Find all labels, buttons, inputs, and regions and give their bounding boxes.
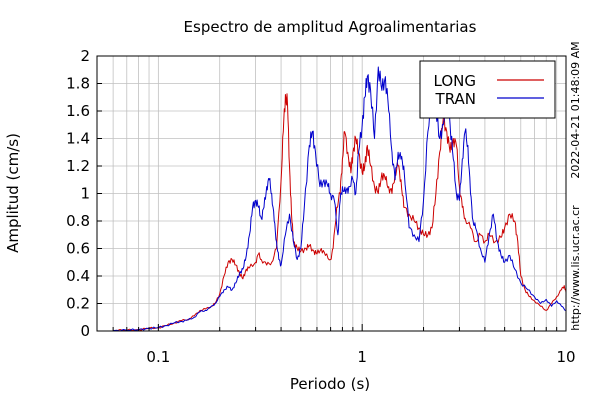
y-tick-label: 1.4 xyxy=(66,130,90,148)
legend-label-long: LONG xyxy=(434,72,476,90)
x-tick-label: 10 xyxy=(556,348,575,366)
axis-ticks: 0 0.2 0.4 0.6 0.8 1 1.2 1.4 1.6 1.8 2 0.1 1 10 xyxy=(66,47,575,366)
series-line-long xyxy=(113,93,567,332)
legend: LONG TRAN xyxy=(419,60,556,119)
x-tick-label: 0.1 xyxy=(146,348,170,366)
y-tick-label: 0.4 xyxy=(66,267,90,285)
y-tick-label: 1.2 xyxy=(66,157,90,175)
y-tick-label: 0.8 xyxy=(66,212,90,230)
source-url-label: http://www.lis.ucr.ac.cr xyxy=(569,205,582,331)
chart-title: Espectro de amplitud Agroalimentarias xyxy=(184,18,477,36)
y-tick-label: 2 xyxy=(80,47,90,65)
legend-box xyxy=(419,60,556,119)
series-line-tran xyxy=(113,66,567,332)
series-layer xyxy=(113,66,567,332)
x-tick-label: 1 xyxy=(357,348,367,366)
y-tick-label: 0 xyxy=(80,322,90,340)
legend-label-tran: TRAN xyxy=(435,90,476,108)
y-axis-label: Amplitud (cm/s) xyxy=(4,133,22,253)
y-tick-label: 0.2 xyxy=(66,295,90,313)
y-tick-label: 1.8 xyxy=(66,75,90,93)
timestamp-label: 2022-04-21 01:48:09 AM xyxy=(569,41,582,178)
y-tick-label: 1 xyxy=(80,185,90,203)
y-tick-label: 1.6 xyxy=(66,102,90,120)
y-tick-label: 0.6 xyxy=(66,240,90,258)
x-axis-label: Periodo (s) xyxy=(290,375,370,393)
